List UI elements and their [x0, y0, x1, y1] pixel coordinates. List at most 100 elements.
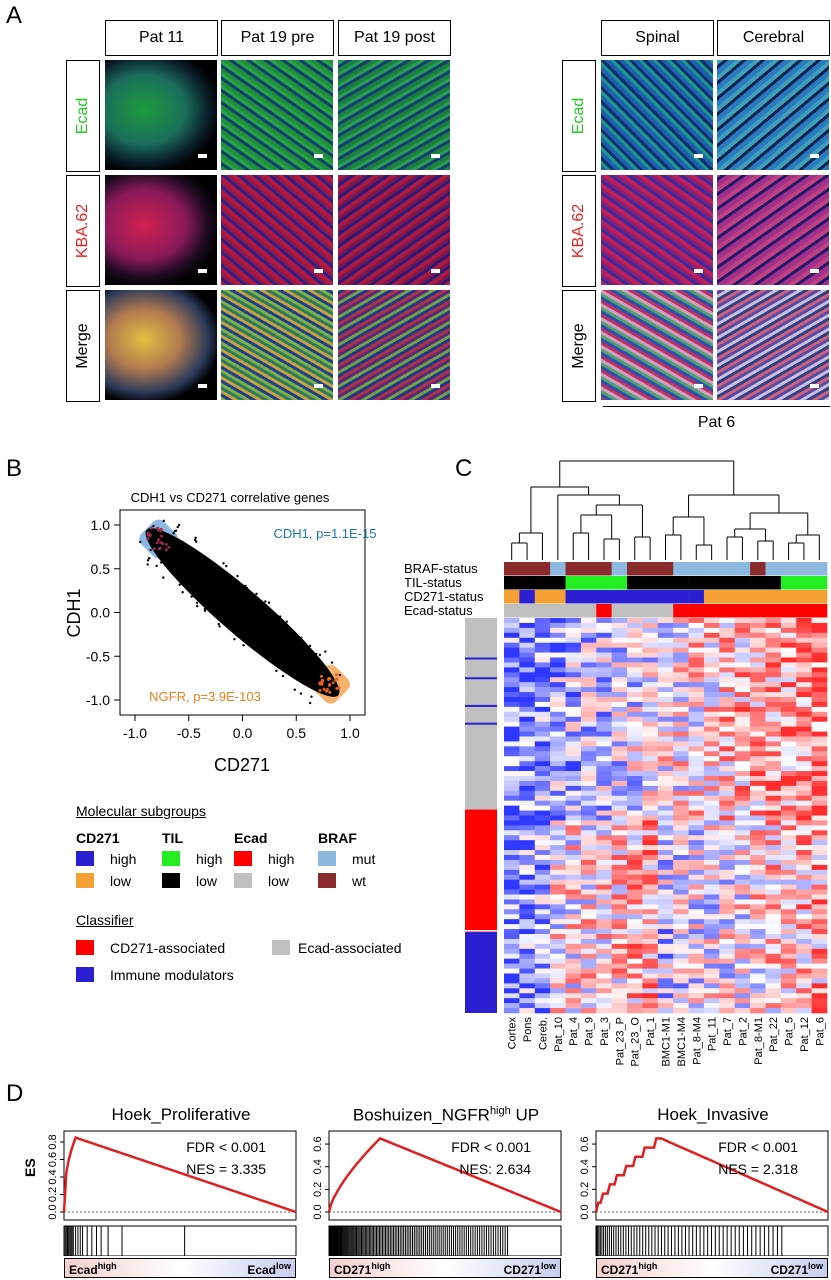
- swatch-cd271-high: [76, 851, 94, 866]
- heatmap-cell: [550, 716, 566, 722]
- heatmap-cell: [811, 919, 828, 925]
- scatter-point: [256, 612, 259, 615]
- heatmap-cell: [719, 756, 736, 762]
- heatmap-cell: [780, 904, 797, 910]
- heatmap-cell: [811, 726, 828, 732]
- heatmap-cell: [565, 711, 582, 718]
- heatmap-cell: [580, 637, 597, 643]
- track-cell-braf: [750, 562, 766, 576]
- image-spinal-kba: [601, 175, 713, 285]
- heatmap-cell: [627, 958, 643, 964]
- annot-cdh1: CDH1, p=1.1E-15: [274, 526, 377, 541]
- heatmap-cell: [750, 899, 766, 905]
- header-pat19pre: Pat 19 pre: [221, 20, 334, 56]
- heatmap-cell: [734, 934, 751, 940]
- heatmap-cell: [750, 840, 766, 846]
- sample-label: Pat_6: [814, 1017, 826, 1046]
- heatmap-cell: [719, 761, 736, 767]
- heatmap-cell: [504, 706, 520, 713]
- gsea-y-tick-label: 0.8: [47, 1134, 59, 1149]
- heatmap-cell: [550, 963, 566, 969]
- heatmap-cell: [519, 840, 536, 846]
- heatmap-cell: [642, 879, 659, 885]
- heatmap-cell: [627, 687, 643, 693]
- heatmap-cell: [703, 741, 720, 747]
- heatmap-cell: [657, 899, 674, 905]
- heatmap-cell: [642, 914, 659, 920]
- heatmap-cell: [780, 943, 797, 950]
- heatmap-cell: [534, 874, 551, 880]
- heatmap-cell: [719, 682, 736, 688]
- heatmap-cell: [780, 785, 797, 792]
- scatter-point: [205, 562, 208, 565]
- heatmap-cell: [534, 741, 551, 747]
- heatmap-cell: [611, 889, 628, 895]
- heatmap-cell: [565, 692, 582, 698]
- heatmap-cell: [673, 845, 689, 851]
- scatter-point: [202, 559, 205, 563]
- heatmap-cell: [611, 909, 628, 915]
- scatter-point: [289, 667, 292, 670]
- heatmap-cell: [780, 618, 797, 624]
- heatmap-cell: [534, 943, 551, 950]
- heatmap-cell: [596, 667, 612, 673]
- heatmap-cell: [673, 934, 689, 940]
- heatmap-cell: [811, 785, 828, 792]
- heatmap-cell: [596, 771, 612, 777]
- heatmap-cell: [796, 776, 812, 782]
- swatch-braf-mut: [318, 851, 336, 866]
- heatmap-cell: [796, 1008, 812, 1014]
- heatmap-cell: [811, 840, 828, 846]
- heatmap-cell: [657, 988, 674, 994]
- gsea-nes: NES = 2.318: [718, 1161, 798, 1177]
- heatmap-cell: [750, 889, 766, 895]
- heatmap-cell: [611, 672, 628, 678]
- heatmap-cell: [580, 1008, 597, 1014]
- heatmap-cell: [719, 810, 736, 816]
- scatter-point: [300, 636, 303, 640]
- heatmap-cell: [703, 1008, 720, 1014]
- heatmap-cell: [811, 879, 828, 885]
- heatmap-cell: [642, 874, 659, 880]
- scatter-point: [225, 564, 228, 568]
- heatmap-cell: [734, 711, 751, 718]
- heatmap-cell: [796, 790, 812, 797]
- heatmap-cell: [627, 800, 643, 806]
- heatmap-cell: [688, 978, 705, 984]
- heatmap-cell: [580, 948, 597, 955]
- heatmap-cell: [780, 983, 797, 989]
- heatmap-cell: [580, 731, 597, 737]
- heatmap-cell: [703, 785, 720, 792]
- heatmap-cell: [673, 943, 689, 950]
- heatmap-cell: [796, 810, 812, 816]
- heatmap-cell: [534, 904, 551, 910]
- heatmap-cell: [534, 1008, 551, 1014]
- x-tick-label: 0.0: [233, 725, 253, 741]
- track-cell-cd271: [534, 590, 551, 604]
- heatmap-cell: [611, 914, 628, 920]
- heatmap-cell: [611, 983, 628, 989]
- heatmap-cell: [642, 805, 659, 811]
- heatmap-cell: [565, 667, 582, 673]
- heatmap-cell: [765, 859, 782, 866]
- heatmap-cell: [780, 815, 797, 821]
- heatmap-cell: [519, 761, 536, 767]
- heatmap-cell: [796, 647, 812, 653]
- heatmap-cell: [580, 810, 597, 816]
- heatmap-cell: [519, 998, 536, 1004]
- heatmap-cell: [580, 845, 597, 851]
- heatmap-cell: [596, 919, 612, 925]
- heatmap-cell: [765, 731, 782, 737]
- heatmap-cell: [703, 652, 720, 658]
- heatmap-cell: [580, 652, 597, 658]
- heatmap-cell: [703, 934, 720, 940]
- scatter-point: [188, 584, 191, 587]
- heatmap-cell: [642, 642, 659, 648]
- image-cerebral-kba: [717, 175, 829, 285]
- scatter-point: [162, 576, 165, 579]
- heatmap-cell: [765, 830, 782, 836]
- scatter-point: [249, 623, 253, 626]
- heatmap-cell: [750, 771, 766, 777]
- heatmap-cell: [750, 756, 766, 762]
- heatmap-cell: [750, 706, 766, 713]
